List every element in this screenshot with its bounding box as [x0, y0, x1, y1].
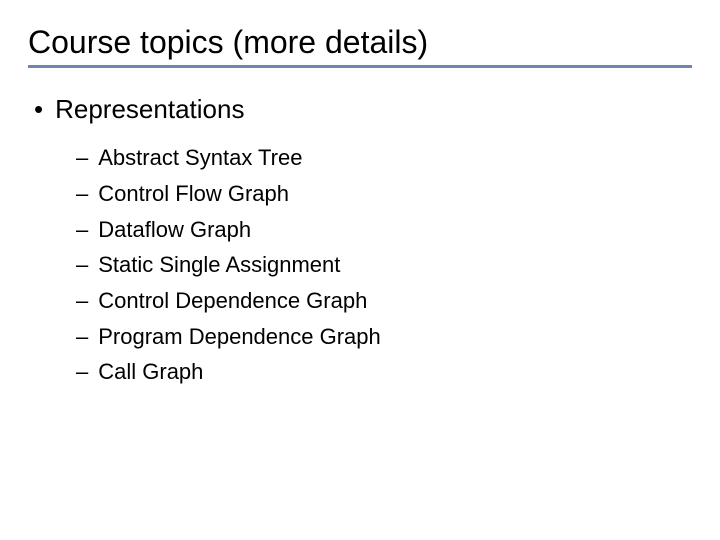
list-item-label: Control Flow Graph	[98, 179, 289, 209]
list-item: – Static Single Assignment	[76, 250, 692, 280]
list-item: – Call Graph	[76, 357, 692, 387]
list-item-label: Control Dependence Graph	[98, 286, 367, 316]
title-divider	[28, 65, 692, 68]
bullet-marker: •	[34, 94, 43, 125]
list-item: – Program Dependence Graph	[76, 322, 692, 352]
list-item-label: Representations	[55, 94, 244, 125]
list-item-label: Static Single Assignment	[98, 250, 340, 280]
list-item: – Control Dependence Graph	[76, 286, 692, 316]
list-item: – Control Flow Graph	[76, 179, 692, 209]
slide-container: Course topics (more details) • Represent…	[0, 0, 720, 540]
list-item-label: Call Graph	[98, 357, 203, 387]
list-item-label: Dataflow Graph	[98, 215, 251, 245]
slide-title: Course topics (more details)	[28, 24, 692, 61]
dash-marker: –	[76, 215, 88, 245]
dash-marker: –	[76, 357, 88, 387]
dash-marker: –	[76, 286, 88, 316]
sub-list: – Abstract Syntax Tree – Control Flow Gr…	[28, 143, 692, 387]
list-item-label: Abstract Syntax Tree	[98, 143, 302, 173]
dash-marker: –	[76, 322, 88, 352]
list-item: – Dataflow Graph	[76, 215, 692, 245]
list-item: – Abstract Syntax Tree	[76, 143, 692, 173]
dash-marker: –	[76, 143, 88, 173]
list-item: • Representations	[34, 94, 692, 125]
dash-marker: –	[76, 250, 88, 280]
list-item-label: Program Dependence Graph	[98, 322, 381, 352]
dash-marker: –	[76, 179, 88, 209]
